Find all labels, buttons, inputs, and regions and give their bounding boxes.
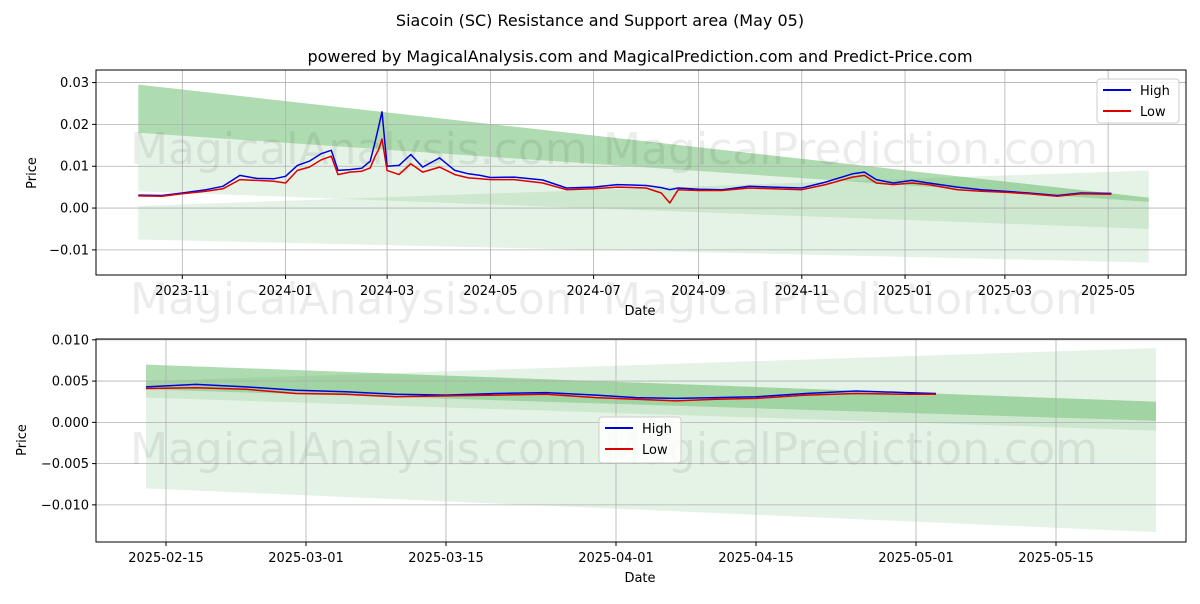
series-line-low xyxy=(145,386,936,402)
y-tick-label: 0.02 xyxy=(60,118,89,133)
x-tick-label: 2024-11 xyxy=(775,284,829,299)
x-tick-label: 2025-03-15 xyxy=(408,551,484,566)
x-tick-label: 2025-05-15 xyxy=(1018,551,1094,566)
plot-frame xyxy=(95,338,1187,543)
watermark-right: MagicalPrediction.com xyxy=(603,424,1098,475)
series-line-high xyxy=(145,383,937,400)
x-axis-label: Date xyxy=(624,571,655,586)
y-tick-label: 0.00 xyxy=(60,202,89,217)
top-chart: MagicalAnalysis.com MagicalPrediction.co… xyxy=(25,69,1187,325)
y-tick-label: 0.005 xyxy=(52,375,89,390)
y-tick-label: 0.03 xyxy=(60,76,89,91)
y-axis-label: Price xyxy=(15,424,30,456)
series-line-high xyxy=(138,111,1112,197)
x-tick-label: 2024-05 xyxy=(463,284,517,299)
series-line-low xyxy=(138,138,1112,204)
legend-label-high: High xyxy=(642,422,672,437)
y-tick-label: −0.01 xyxy=(49,243,89,258)
band-1 xyxy=(138,84,1149,229)
x-tick-label: 2025-03-01 xyxy=(268,551,344,566)
band-0 xyxy=(138,84,1149,202)
bottom-chart: MagicalAnalysis.com MagicalPrediction.co… xyxy=(15,333,1187,586)
y-tick-label: −0.010 xyxy=(41,498,89,513)
watermark-left: MagicalAnalysis.com xyxy=(130,124,588,175)
x-tick-label: 2025-05-01 xyxy=(878,551,954,566)
x-tick-label: 2023-11 xyxy=(155,284,209,299)
legend-label-low: Low xyxy=(1140,105,1166,120)
watermark-left: MagicalAnalysis.com xyxy=(130,274,588,325)
x-tick-label: 2025-03 xyxy=(978,284,1032,299)
x-tick-label: 2025-02-15 xyxy=(128,551,204,566)
watermark-right: MagicalPrediction.com xyxy=(603,124,1098,175)
watermark-left: MagicalAnalysis.com xyxy=(130,424,588,475)
y-tick-label: 0.010 xyxy=(52,333,89,348)
y-tick-label: 0.000 xyxy=(52,416,89,431)
legend-label-high: High xyxy=(1140,84,1170,99)
x-axis-label: Date xyxy=(624,304,655,319)
x-tick-label: 2025-01 xyxy=(878,284,932,299)
x-tick-label: 2024-01 xyxy=(258,284,312,299)
x-tick-label: 2025-04-15 xyxy=(718,551,794,566)
legend: High Low xyxy=(598,416,682,464)
chart-subtitle: powered by MagicalAnalysis.com and Magic… xyxy=(307,47,972,66)
watermark-right: MagicalPrediction.com xyxy=(603,274,1098,325)
x-tick-label: 2025-05 xyxy=(1081,284,1135,299)
chart-title: Siacoin (SC) Resistance and Support area… xyxy=(396,11,804,30)
y-axis-label: Price xyxy=(25,157,40,189)
y-tick-label: 0.01 xyxy=(60,160,89,175)
legend: High Low xyxy=(1096,78,1180,124)
x-tick-label: 2024-09 xyxy=(671,284,725,299)
band-2 xyxy=(138,170,1149,263)
y-tick-label: −0.005 xyxy=(41,457,89,472)
x-tick-label: 2025-04-01 xyxy=(578,551,654,566)
x-tick-label: 2024-07 xyxy=(566,284,620,299)
band-0 xyxy=(146,364,1156,421)
legend-label-low: Low xyxy=(642,443,668,458)
plot-frame xyxy=(95,69,1187,276)
x-tick-label: 2024-03 xyxy=(360,284,414,299)
